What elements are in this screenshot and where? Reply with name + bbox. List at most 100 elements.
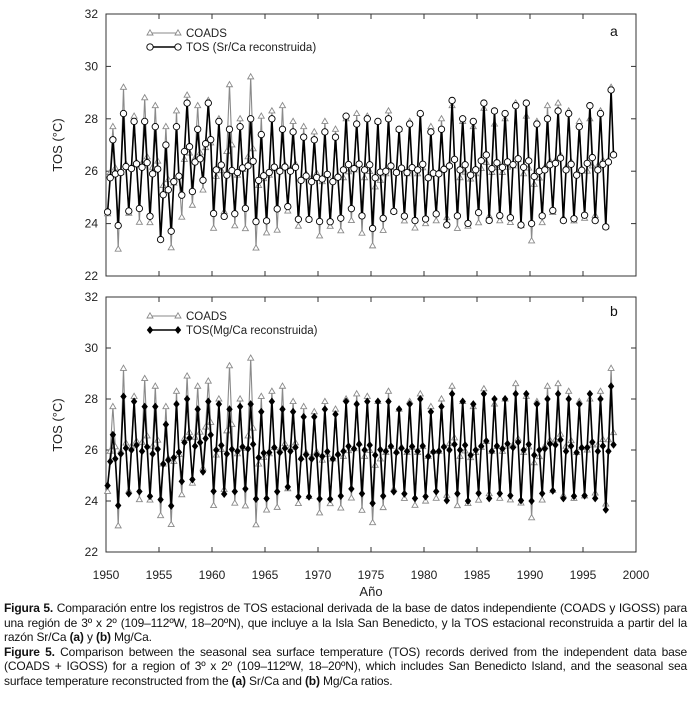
data-point-diamond-marker bbox=[133, 441, 140, 450]
data-point-triangle-marker bbox=[543, 101, 552, 109]
data-point-triangle-marker bbox=[162, 122, 170, 130]
x-tick-label: 2000 bbox=[623, 568, 650, 582]
data-point-circle-marker bbox=[268, 115, 276, 123]
data-point-diamond-marker bbox=[509, 443, 517, 452]
data-point-circle-marker bbox=[498, 163, 507, 171]
data-point-diamond-marker bbox=[432, 487, 440, 496]
data-point-diamond-marker bbox=[504, 439, 511, 448]
data-point-circle-marker bbox=[572, 171, 581, 179]
data-point-triangle-marker bbox=[347, 493, 356, 501]
data-point-circle-marker bbox=[488, 164, 496, 173]
data-point-diamond-marker bbox=[355, 440, 363, 449]
panel-a-ylabel: TOS (°C) bbox=[50, 118, 65, 171]
data-point-diamond-marker bbox=[175, 448, 183, 457]
data-point-diamond-marker bbox=[480, 389, 488, 398]
data-point-triangle-marker bbox=[183, 371, 191, 379]
data-point-triangle-marker bbox=[294, 499, 303, 506]
data-point-diamond-marker bbox=[470, 400, 477, 409]
data-point-circle-marker bbox=[300, 133, 308, 141]
data-point-triangle-marker bbox=[315, 508, 324, 516]
data-point-diamond-marker bbox=[599, 442, 607, 451]
data-point-circle-marker bbox=[567, 160, 575, 168]
data-point-circle-marker bbox=[207, 135, 215, 144]
data-point-diamond-marker bbox=[173, 400, 180, 409]
data-point-diamond-marker bbox=[194, 405, 201, 414]
data-point-circle-marker bbox=[199, 176, 207, 184]
data-point-triangle-marker bbox=[204, 377, 213, 384]
data-point-circle-marker bbox=[604, 158, 613, 166]
data-point-circle-marker bbox=[233, 168, 242, 177]
data-point-circle-marker bbox=[307, 178, 316, 186]
data-point-circle-marker bbox=[456, 166, 464, 174]
caption-en-label: Figure 5. bbox=[4, 644, 55, 659]
data-point-circle-marker bbox=[379, 214, 387, 223]
figure-5-chart: a TOS (°C) 22 24 26 28 30 32 COADS TOS (Sr/Ca r… bbox=[50, 7, 650, 599]
data-point-diamond-marker bbox=[128, 446, 135, 454]
data-point-triangle-marker bbox=[167, 243, 175, 251]
data-point-circle-marker bbox=[493, 159, 501, 167]
data-point-circle-marker bbox=[583, 159, 591, 167]
data-point-triangle-marker bbox=[268, 387, 276, 394]
data-point-diamond-marker bbox=[321, 405, 329, 414]
data-point-circle-marker bbox=[506, 214, 515, 222]
data-point-diamond-marker bbox=[146, 492, 154, 501]
x-tick-label: 1985 bbox=[464, 568, 491, 582]
data-point-diamond-marker bbox=[377, 445, 384, 454]
data-point-circle-marker bbox=[326, 218, 334, 226]
data-point-circle-marker bbox=[305, 215, 313, 224]
data-point-triangle-marker bbox=[278, 382, 287, 389]
series-line bbox=[106, 386, 615, 510]
data-point-diamond-marker bbox=[483, 436, 490, 445]
data-point-diamond-marker bbox=[205, 397, 212, 406]
data-point-circle-marker bbox=[291, 163, 300, 171]
data-point-diamond-marker bbox=[300, 412, 307, 421]
data-point-diamond-marker bbox=[138, 447, 146, 456]
data-point-triangle-marker bbox=[294, 222, 303, 229]
data-point-circle-marker bbox=[517, 221, 525, 229]
data-point-circle-marker bbox=[223, 171, 231, 179]
data-point-diamond-marker bbox=[213, 446, 220, 454]
x-tick-label: 1990 bbox=[517, 568, 544, 582]
data-point-triangle-marker bbox=[188, 201, 197, 208]
data-point-circle-marker bbox=[132, 160, 141, 168]
data-point-circle-marker bbox=[443, 221, 451, 229]
data-point-diamond-marker bbox=[157, 495, 164, 504]
data-point-triangle-marker bbox=[453, 224, 462, 231]
caption-en-b: (b) bbox=[304, 673, 320, 688]
data-point-circle-marker bbox=[464, 219, 472, 228]
data-point-triangle-marker bbox=[496, 216, 504, 224]
data-point-triangle-marker bbox=[119, 364, 128, 371]
y-tick-label: 24 bbox=[85, 217, 99, 231]
data-point-circle-marker bbox=[254, 176, 263, 185]
data-point-diamond-marker bbox=[538, 489, 546, 498]
data-point-circle-marker bbox=[445, 162, 454, 170]
data-point-circle-marker bbox=[284, 202, 292, 211]
data-point-triangle-marker bbox=[172, 387, 181, 394]
data-point-triangle-marker bbox=[453, 501, 462, 509]
data-point-diamond-marker bbox=[263, 494, 270, 503]
data-point-diamond-marker bbox=[361, 446, 368, 454]
data-point-diamond-marker bbox=[281, 444, 289, 453]
data-point-circle-marker bbox=[400, 212, 409, 220]
data-point-diamond-marker bbox=[114, 501, 122, 510]
y-tick-label: 26 bbox=[85, 164, 99, 178]
data-point-triangle-marker bbox=[384, 106, 393, 114]
data-point-diamond-marker bbox=[501, 395, 509, 403]
data-point-triangle-marker bbox=[225, 80, 234, 88]
data-point-triangle-marker bbox=[178, 213, 186, 220]
data-point-triangle-marker bbox=[299, 402, 308, 410]
data-point-diamond-marker bbox=[544, 395, 551, 403]
data-point-diamond-marker bbox=[523, 389, 530, 398]
data-point-diamond-marker bbox=[337, 492, 344, 501]
data-point-triangle-marker bbox=[496, 494, 504, 501]
data-point-diamond-marker bbox=[419, 442, 426, 451]
legend-label: TOS (Sr/Ca reconstruida) bbox=[186, 42, 316, 54]
data-point-circle-marker bbox=[273, 205, 281, 213]
data-point-diamond-marker bbox=[167, 501, 175, 510]
data-point-diamond-marker bbox=[353, 400, 360, 409]
data-point-triangle-marker bbox=[299, 122, 308, 130]
data-point-circle-marker bbox=[262, 217, 271, 225]
data-point-triangle-marker bbox=[231, 221, 239, 229]
data-point-circle-marker bbox=[334, 173, 342, 181]
data-point-diamond-marker bbox=[223, 449, 231, 458]
